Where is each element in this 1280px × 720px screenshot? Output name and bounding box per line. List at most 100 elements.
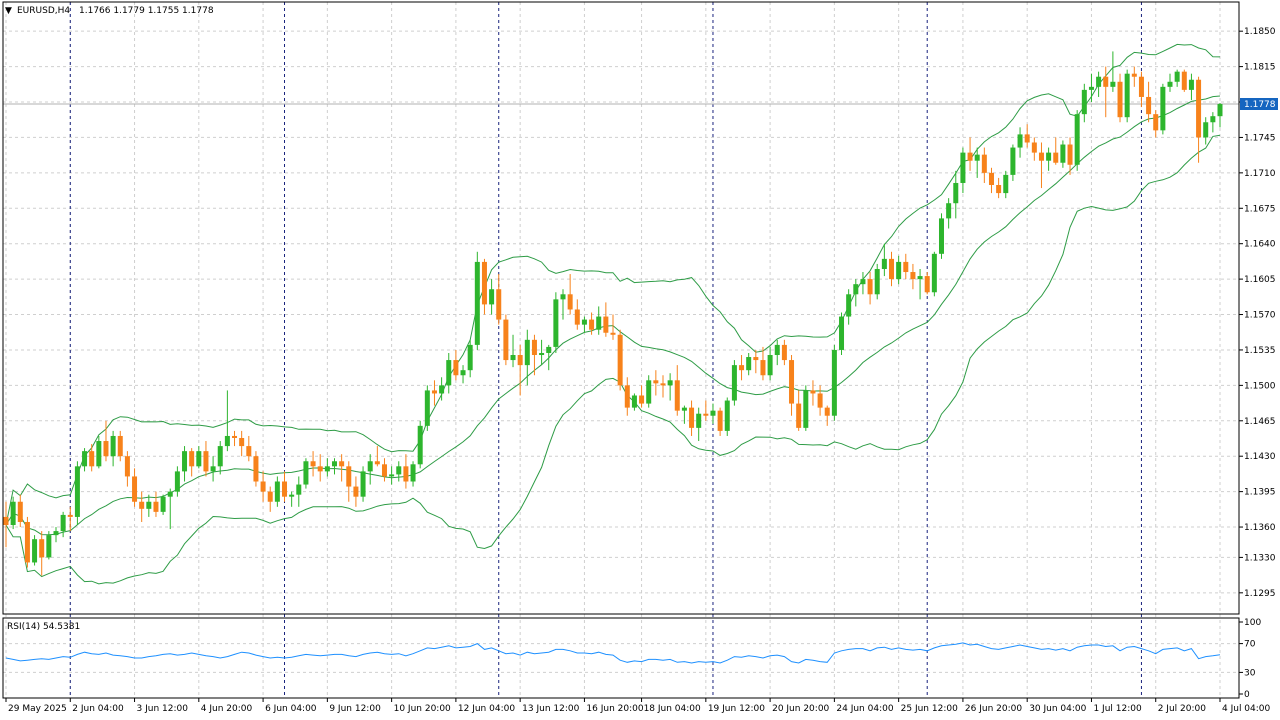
candle bbox=[953, 170, 959, 219]
time-axis[interactable]: 29 May 2025 2 Jun 04:00 3 Jun 12:00 4 Jun 2… bbox=[5, 698, 1271, 714]
candle bbox=[503, 314, 509, 366]
candle-body bbox=[1153, 114, 1159, 131]
candle bbox=[974, 147, 980, 178]
candle bbox=[439, 377, 445, 401]
candle-body bbox=[17, 501, 23, 522]
candle-body bbox=[446, 360, 452, 386]
chart-grid bbox=[3, 2, 1239, 698]
candle-body bbox=[324, 466, 330, 472]
candle bbox=[282, 471, 288, 502]
candle bbox=[24, 516, 30, 568]
collapse-marker-icon[interactable]: ▼ bbox=[5, 6, 12, 16]
candle bbox=[367, 454, 373, 485]
candle bbox=[260, 471, 266, 502]
candle bbox=[146, 494, 152, 517]
candle bbox=[403, 454, 409, 489]
candle bbox=[481, 258, 487, 315]
candle bbox=[317, 454, 323, 482]
candle bbox=[1088, 73, 1094, 103]
candle bbox=[596, 306, 602, 335]
candle bbox=[660, 375, 666, 398]
candle bbox=[824, 405, 830, 426]
candle-body bbox=[824, 407, 830, 416]
candle-body bbox=[1024, 134, 1030, 143]
candle-body bbox=[1067, 144, 1073, 165]
candle bbox=[1217, 103, 1223, 128]
candle-body bbox=[881, 258, 887, 269]
candle bbox=[1031, 137, 1037, 161]
candle bbox=[1160, 83, 1166, 135]
candle-body bbox=[717, 410, 723, 431]
rsi-pane-frame bbox=[2, 617, 1240, 699]
candle bbox=[46, 531, 52, 560]
candle bbox=[624, 377, 630, 416]
candle-body bbox=[539, 352, 545, 356]
candle bbox=[410, 461, 416, 487]
candle-body bbox=[132, 476, 138, 502]
candle-body bbox=[631, 395, 637, 408]
price-axis[interactable]: 1.18501.18151.17801.17451.17101.16751.16… bbox=[1239, 27, 1276, 599]
symbol-label: EURUSD,H4 bbox=[17, 6, 70, 16]
price-tick-label: 1.1360 bbox=[1244, 523, 1276, 533]
candle bbox=[232, 430, 238, 447]
candle-body bbox=[389, 474, 395, 477]
candle-body bbox=[403, 466, 409, 482]
candle bbox=[839, 312, 845, 356]
candle-body bbox=[410, 464, 416, 482]
candle-body bbox=[1146, 96, 1152, 115]
candle bbox=[389, 466, 395, 485]
candle bbox=[331, 458, 337, 475]
candle bbox=[960, 147, 966, 194]
candle bbox=[510, 334, 516, 368]
candle-body bbox=[703, 413, 709, 416]
candle bbox=[967, 137, 973, 171]
candle-body bbox=[860, 279, 866, 285]
time-tick-label: 1 Jul 12:00 bbox=[1093, 704, 1142, 714]
candle bbox=[896, 255, 902, 285]
candle-body bbox=[1003, 174, 1009, 194]
candle bbox=[1074, 110, 1080, 171]
candle-body bbox=[310, 461, 316, 467]
candle-body bbox=[1074, 114, 1080, 165]
candle-body bbox=[253, 456, 259, 482]
candle bbox=[574, 299, 580, 330]
candle-body bbox=[1046, 152, 1052, 161]
candle-body bbox=[603, 316, 609, 333]
candle-body bbox=[296, 484, 302, 495]
candle bbox=[453, 349, 459, 381]
candle-body bbox=[160, 496, 166, 512]
candle-body bbox=[1038, 152, 1044, 161]
candle-body bbox=[367, 461, 373, 472]
candle bbox=[117, 430, 123, 462]
candle-body bbox=[1196, 79, 1202, 138]
candle bbox=[1067, 137, 1073, 175]
symbol-header[interactable]: ▼ EURUSD,H4 1.1766 1.1779 1.1755 1.1778 bbox=[5, 6, 214, 16]
candle bbox=[246, 435, 252, 462]
candle-body bbox=[210, 466, 216, 472]
candle bbox=[339, 454, 345, 482]
candle bbox=[3, 501, 9, 548]
candle-body bbox=[739, 365, 745, 371]
candle bbox=[110, 430, 116, 467]
price-tick-label: 1.1850 bbox=[1244, 27, 1276, 37]
candle-body bbox=[167, 491, 173, 497]
candle-body bbox=[117, 435, 123, 457]
candle bbox=[817, 385, 823, 416]
candle-body bbox=[510, 355, 516, 361]
candle-body bbox=[724, 400, 730, 431]
price-tick-label: 1.1605 bbox=[1244, 275, 1276, 285]
candle bbox=[581, 316, 587, 333]
candle-body bbox=[753, 357, 759, 361]
candle-body bbox=[760, 360, 766, 376]
candle-body bbox=[796, 403, 802, 428]
candle bbox=[346, 461, 352, 502]
candle bbox=[224, 390, 230, 452]
candle bbox=[1038, 142, 1044, 189]
candle bbox=[310, 451, 316, 477]
candle bbox=[988, 167, 994, 194]
candle-body bbox=[103, 441, 109, 457]
candle bbox=[1060, 140, 1066, 168]
candle-body bbox=[953, 182, 959, 204]
candlestick-series bbox=[3, 51, 1223, 576]
